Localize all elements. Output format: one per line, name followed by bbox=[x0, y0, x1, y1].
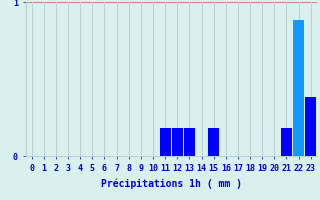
Bar bbox=[305, 97, 316, 156]
Bar bbox=[208, 128, 219, 156]
Bar bbox=[160, 128, 171, 156]
Bar bbox=[172, 128, 183, 156]
Bar bbox=[281, 128, 292, 156]
Bar bbox=[293, 20, 304, 156]
X-axis label: Précipitations 1h ( mm ): Précipitations 1h ( mm ) bbox=[101, 178, 242, 189]
Bar bbox=[184, 128, 195, 156]
